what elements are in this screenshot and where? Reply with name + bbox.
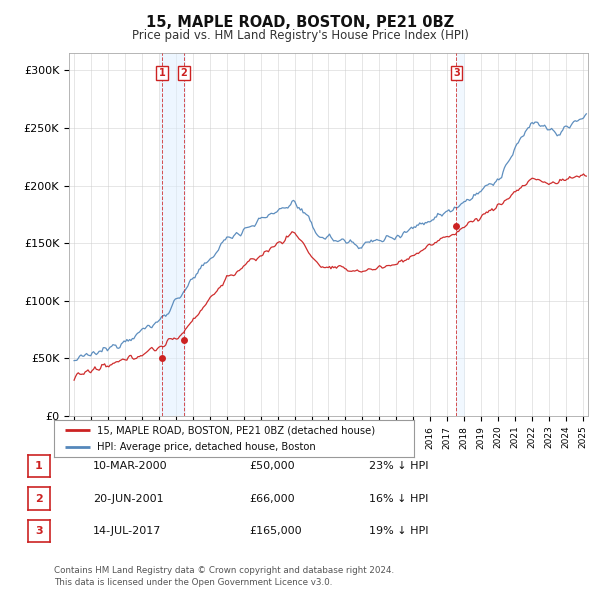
Text: 19% ↓ HPI: 19% ↓ HPI xyxy=(369,526,428,536)
Text: 3: 3 xyxy=(453,68,460,78)
Text: 14-JUL-2017: 14-JUL-2017 xyxy=(93,526,161,536)
Bar xyxy=(457,53,465,416)
Text: 3: 3 xyxy=(35,526,43,536)
Text: Price paid vs. HM Land Registry's House Price Index (HPI): Price paid vs. HM Land Registry's House … xyxy=(131,30,469,42)
Bar xyxy=(160,53,186,416)
Text: 15, MAPLE ROAD, BOSTON, PE21 0BZ (detached house): 15, MAPLE ROAD, BOSTON, PE21 0BZ (detach… xyxy=(97,425,376,435)
Text: 1: 1 xyxy=(35,461,43,471)
Text: £66,000: £66,000 xyxy=(249,494,295,503)
Text: 20-JUN-2001: 20-JUN-2001 xyxy=(93,494,164,503)
Text: 16% ↓ HPI: 16% ↓ HPI xyxy=(369,494,428,503)
Text: 2: 2 xyxy=(35,494,43,503)
Text: 15, MAPLE ROAD, BOSTON, PE21 0BZ: 15, MAPLE ROAD, BOSTON, PE21 0BZ xyxy=(146,15,454,30)
Text: £165,000: £165,000 xyxy=(249,526,302,536)
Text: £50,000: £50,000 xyxy=(249,461,295,471)
Text: 1: 1 xyxy=(159,68,166,78)
Text: 10-MAR-2000: 10-MAR-2000 xyxy=(93,461,167,471)
Text: 2: 2 xyxy=(181,68,187,78)
Text: Contains HM Land Registry data © Crown copyright and database right 2024.
This d: Contains HM Land Registry data © Crown c… xyxy=(54,566,394,587)
Text: HPI: Average price, detached house, Boston: HPI: Average price, detached house, Bost… xyxy=(97,442,316,452)
Text: 23% ↓ HPI: 23% ↓ HPI xyxy=(369,461,428,471)
